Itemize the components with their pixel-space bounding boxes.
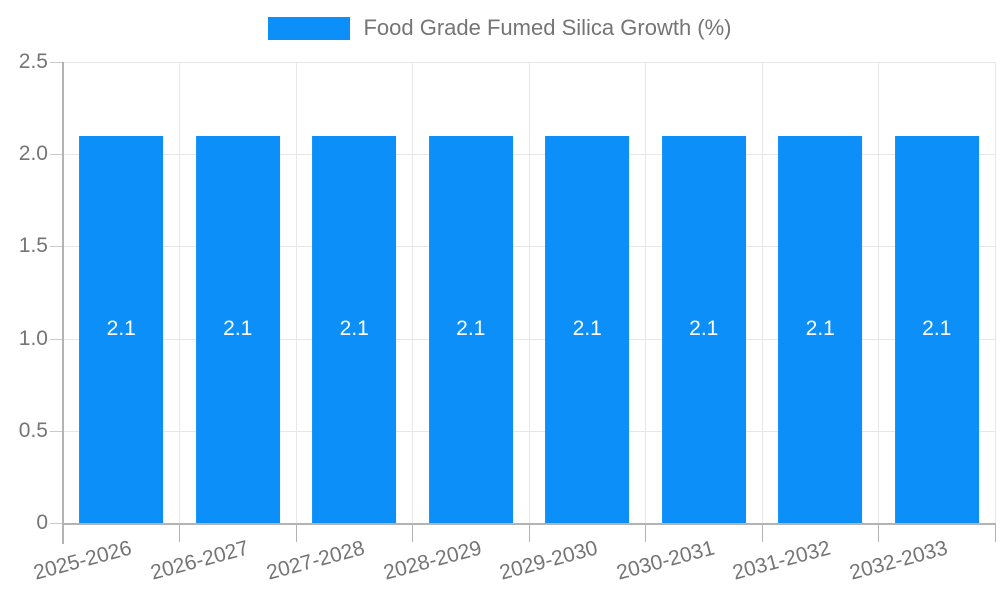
x-axis-tick	[295, 523, 297, 542]
x-tick-label: 2028-2029	[380, 536, 484, 585]
vertical-gridline	[528, 62, 530, 523]
x-tick-label: 2025-2026	[31, 536, 135, 585]
bar-2029-2030[interactable]: 2.1	[545, 135, 630, 523]
vertical-gridline	[994, 62, 996, 523]
x-axis-labels: 2025-2026 2026-2027 2027-2028 2028-2029 2029…	[31, 523, 995, 600]
x-tick-label: 2029-2030	[497, 536, 601, 585]
y-tick-label: 1.0	[18, 326, 48, 350]
bar-2032-2033[interactable]: 2.1	[894, 135, 979, 523]
vertical-gridline	[412, 62, 413, 523]
bar-value-label: 2.1	[689, 317, 719, 341]
x-tick-label: 2031-2032	[730, 536, 834, 585]
vertical-gridline	[645, 62, 646, 523]
bar-value-label: 2.1	[922, 317, 952, 341]
bar-2026-2027[interactable]: 2.1	[195, 135, 280, 523]
legend-swatch[interactable]	[268, 16, 351, 40]
y-tick-label: 0.5	[18, 418, 48, 442]
y-tick-label: 0	[36, 511, 48, 534]
x-tick-label: 2027-2028	[264, 536, 368, 585]
y-tick-label: 2.5	[18, 50, 48, 73]
x-axis-tick	[878, 523, 879, 542]
vertical-gridline	[761, 62, 763, 523]
vertical-gridline	[295, 62, 297, 523]
y-axis-tick	[50, 523, 63, 524]
x-tick-label: 2030-2031	[613, 536, 717, 585]
y-axis-tick	[50, 62, 63, 63]
x-axis-tick	[528, 523, 530, 542]
bar-value-label: 2.1	[456, 317, 486, 341]
bar-value-label: 2.1	[339, 317, 369, 341]
y-tick-label: 1.5	[18, 234, 48, 258]
x-axis-tick	[412, 523, 413, 542]
plot-area: 2.1 2.1 2.1 2.1 2.1 2.1 2.1 2.1	[50, 62, 996, 544]
bar-value-label: 2.1	[805, 317, 835, 341]
x-axis-tick	[761, 523, 763, 542]
legend-label[interactable]: Food Grade Fumed Silica Growth (%)	[363, 15, 732, 40]
bar-2028-2029[interactable]: 2.1	[428, 135, 513, 523]
y-tick-label: 2.0	[18, 142, 48, 166]
y-axis-labels: 0 0.5 1.0 1.5 2.0 2.5	[0, 50, 48, 534]
y-axis-tick	[50, 338, 63, 340]
bar-2027-2028[interactable]: 2.1	[312, 135, 397, 523]
x-axis-tick	[179, 523, 180, 542]
x-axis-tick	[645, 523, 646, 542]
bar-value-label: 2.1	[572, 317, 602, 341]
bar-value-label: 2.1	[223, 317, 253, 341]
legend: Food Grade Fumed Silica Growth (%)	[0, 15, 1000, 41]
bar-2030-2031[interactable]: 2.1	[661, 135, 746, 523]
y-axis-tick	[50, 430, 63, 432]
y-axis-tick	[50, 154, 63, 156]
vertical-gridline	[878, 62, 879, 523]
bar-2025-2026[interactable]: 2.1	[79, 135, 164, 523]
vertical-gridline	[179, 62, 180, 523]
x-tick-label: 2026-2027	[147, 536, 251, 585]
bar-value-label: 2.1	[106, 317, 136, 341]
bar-2031-2032[interactable]: 2.1	[778, 135, 863, 523]
y-axis-tick	[50, 246, 63, 248]
x-tick-label: 2032-2033	[846, 536, 950, 585]
x-axis-tick	[994, 523, 996, 542]
y-axis-line	[62, 62, 64, 544]
